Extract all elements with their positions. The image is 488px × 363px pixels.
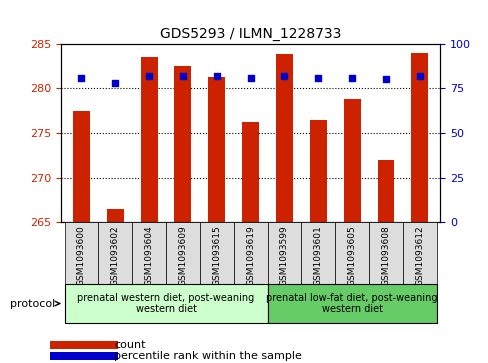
Point (415, 73, 423, 79)
Point (381, 77, 389, 82)
FancyBboxPatch shape (166, 223, 200, 284)
FancyBboxPatch shape (98, 223, 132, 284)
Text: prenatal low-fat diet, post-weaning
western diet: prenatal low-fat diet, post-weaning west… (266, 293, 437, 314)
Bar (309, 119, 326, 223)
Bar (242, 122, 259, 223)
Bar (106, 209, 123, 223)
Point (145, 73, 153, 79)
Text: GSM1093608: GSM1093608 (381, 225, 389, 286)
Point (111, 80, 119, 86)
Text: protocol: protocol (10, 298, 60, 309)
FancyBboxPatch shape (200, 223, 233, 284)
FancyBboxPatch shape (334, 223, 368, 284)
Bar (208, 77, 225, 223)
FancyBboxPatch shape (132, 223, 166, 284)
Text: GSM1093599: GSM1093599 (279, 225, 288, 286)
Text: GSM1093602: GSM1093602 (111, 225, 120, 286)
Bar (410, 53, 427, 223)
Bar (141, 57, 157, 223)
Title: GDS5293 / ILMN_1228733: GDS5293 / ILMN_1228733 (160, 27, 341, 41)
FancyBboxPatch shape (301, 223, 334, 284)
Text: GSM1093609: GSM1093609 (178, 225, 187, 286)
Text: GSM1093600: GSM1093600 (77, 225, 86, 286)
Point (78, 75, 85, 81)
Bar (275, 54, 292, 223)
Bar (50, 341, 118, 349)
Text: prenatal western diet, post-weaning
western diet: prenatal western diet, post-weaning west… (77, 293, 254, 314)
Text: GSM1093612: GSM1093612 (414, 225, 424, 286)
Bar (50, 352, 118, 360)
Point (246, 75, 254, 81)
FancyBboxPatch shape (233, 223, 267, 284)
Text: count: count (114, 340, 145, 350)
FancyBboxPatch shape (64, 223, 98, 284)
Point (314, 75, 322, 81)
Bar (73, 111, 90, 223)
Text: GSM1093615: GSM1093615 (212, 225, 221, 286)
Point (280, 73, 288, 79)
FancyBboxPatch shape (402, 223, 436, 284)
FancyBboxPatch shape (368, 223, 402, 284)
FancyBboxPatch shape (267, 284, 436, 323)
Bar (343, 99, 360, 223)
Text: percentile rank within the sample: percentile rank within the sample (114, 351, 302, 360)
Text: GSM1093601: GSM1093601 (313, 225, 322, 286)
Text: GSM1093605: GSM1093605 (347, 225, 356, 286)
Point (347, 75, 355, 81)
Bar (377, 160, 394, 223)
Bar (174, 66, 191, 223)
Text: GSM1093604: GSM1093604 (144, 225, 153, 286)
FancyBboxPatch shape (64, 284, 267, 323)
FancyBboxPatch shape (267, 223, 301, 284)
Point (179, 73, 186, 79)
Point (212, 73, 220, 79)
Text: GSM1093619: GSM1093619 (245, 225, 255, 286)
